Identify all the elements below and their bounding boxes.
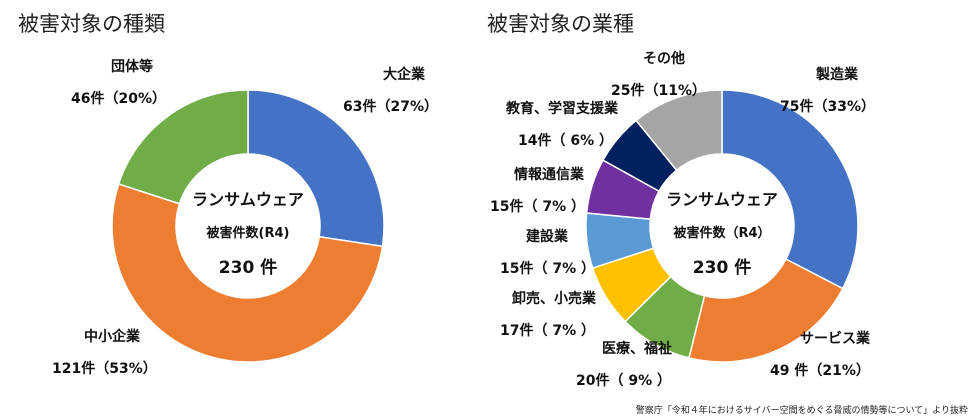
source-note: 警察庁「令和４年におけるサイバー空間をめぐる脅威の情勢等について」より抜粋 — [635, 406, 968, 416]
chart-title-industry: 被害対象の業種 — [487, 12, 634, 36]
slice-1-0 — [721, 89, 859, 290]
slice-1-1 — [687, 258, 844, 363]
slice-label-medical: 医療、福祉 20件（ 9% ） — [576, 341, 672, 389]
slice-label-education: 教育、学習支援業 14件（ 6% ） — [506, 101, 618, 149]
slice-label-other: その他 25件（11%） — [611, 51, 706, 99]
slice-label-retail: 卸売、小売業 17件（ 7% ） — [500, 291, 596, 339]
slice-0-1 — [111, 183, 384, 363]
slice-0-0 — [247, 89, 385, 248]
slice-label-service: サービス業 49 件（21%） — [770, 331, 870, 379]
chart-title-type: 被害対象の種類 — [18, 12, 165, 36]
center-label-right: ランサムウェア 被害件数（R4） 230 件 — [666, 190, 778, 278]
slice-label-organization: 団体等 46件（20%） — [71, 59, 166, 107]
center-label-left: ランサムウェア 被害件数(R4) 230 件 — [192, 190, 304, 278]
slice-1-7 — [635, 89, 723, 172]
slice-label-large-company: 大企業 63件（27%） — [343, 67, 438, 115]
slice-label-construction: 建設業 15件（ 7% ） — [500, 229, 595, 277]
slice-label-it: 情報通信業 15件（ 7% ） — [490, 167, 585, 215]
slice-0-2 — [117, 89, 249, 205]
slice-label-sme: 中小企業 121件（53%） — [52, 329, 157, 377]
slice-label-manufacturing: 製造業 75件（33%） — [780, 67, 875, 115]
